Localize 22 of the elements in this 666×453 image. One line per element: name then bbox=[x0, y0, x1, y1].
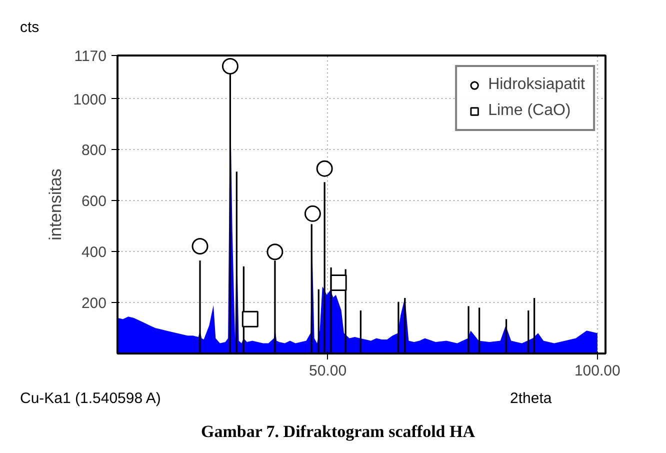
y-tick-label: 200 bbox=[81, 295, 107, 312]
y-tick-label: 800 bbox=[81, 142, 107, 160]
x-tick-label: 100.00 bbox=[574, 362, 620, 380]
point bbox=[304, 206, 321, 222]
point bbox=[192, 238, 208, 255]
point bbox=[242, 311, 258, 328]
point bbox=[266, 244, 284, 261]
text: Cu-Ka1 (1.540598 A) bbox=[20, 389, 161, 410]
x-tick-label: 50.00 bbox=[309, 362, 347, 380]
y-axis-title: intensitas bbox=[46, 169, 66, 241]
text: cts bbox=[20, 18, 40, 38]
y-tick-label: 1000 bbox=[73, 92, 107, 109]
x-axis-title: 2theta bbox=[510, 389, 552, 410]
point bbox=[222, 58, 238, 75]
legend-label: Hidroksiapatit bbox=[488, 76, 585, 94]
y-tick-label: 600 bbox=[81, 194, 107, 211]
y-tick-label: 400 bbox=[81, 244, 107, 262]
point bbox=[316, 160, 333, 178]
y-tick-label: 1170 bbox=[74, 48, 107, 66]
point bbox=[330, 274, 347, 292]
text: Gambar 7. Difraktogram scaffold HA bbox=[200, 420, 476, 443]
legend-label: Lime (CaO) bbox=[488, 102, 571, 120]
